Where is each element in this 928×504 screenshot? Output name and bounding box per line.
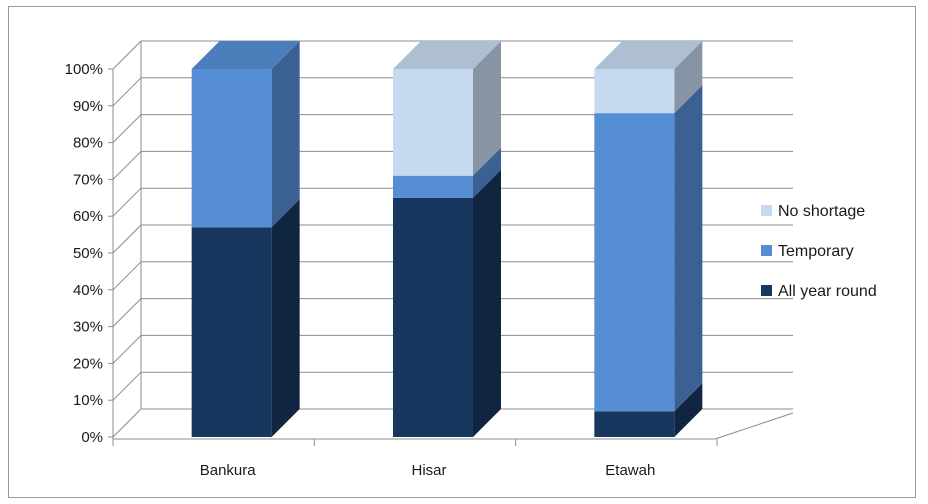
bar-side-face [271,199,300,437]
bar-side-face [473,147,501,198]
legend: No shortage Temporary All year round [761,203,877,300]
bar-segment-temporary [191,41,300,228]
y-tick-label: 10% [73,392,103,409]
bar-side-face [674,383,703,437]
legend-label: All year round [778,283,877,300]
bar-top-face [393,41,501,69]
category-label: Etawah [605,462,655,479]
y-tick-label: 50% [73,245,103,262]
bar-segment-no-shortage [594,41,703,114]
bar-front-face [393,175,473,198]
y-tick-label: 90% [73,98,103,115]
bar-side-face [271,41,300,228]
gridline-side [112,408,142,438]
legend-swatch [761,205,772,216]
bar-segment-all-year-round [191,199,300,437]
bar-front-face [191,227,272,437]
bar-front-face [594,411,675,437]
bar-segment-temporary [393,147,501,198]
category-label: Hisar [411,462,446,479]
bar-front-face [393,69,473,176]
gridline-side [112,151,142,180]
category-label: Bankura [200,462,257,479]
bar-top-face [191,41,300,69]
bar-front-face [393,197,473,437]
legend-label: No shortage [778,203,865,220]
gridline-side [112,335,142,364]
bar-side-face [674,85,703,412]
y-tick-label: 0% [81,429,103,446]
bar-segment-all-year-round [594,383,703,437]
gridline-side [112,187,142,217]
bar-side-face [473,41,501,176]
bar-layer [191,41,703,438]
bar-front-face [594,113,675,412]
legend-swatch [761,285,772,296]
y-tick-label: 70% [73,171,103,188]
legend-label: Temporary [778,243,854,260]
bar-segment-temporary [594,85,703,412]
gridline-side [112,261,142,291]
y-tick-label: 80% [73,135,103,152]
label-layer: 0% 10% 20% 30% 40% 50% 60% 70% 80% 90% 100% Bankura… [65,61,656,479]
gridline-side [112,40,142,70]
y-tick-label: 20% [73,355,103,372]
bar-side-face [473,169,501,438]
chart-frame: 0% 10% 20% 30% 40% 50% 60% 70% 80% 90% 100% Bankura… [8,6,916,498]
stacked-bar-chart: 0% 10% 20% 30% 40% 50% 60% 70% 80% 90% 100% Bankura… [65,40,877,479]
gridline-side [112,77,142,107]
gridline-side [112,224,142,254]
bar-segment-all-year-round [393,169,501,438]
floor-right-edge [714,412,794,440]
y-tick-label: 100% [65,61,103,78]
bar-side-face [674,41,703,114]
gridline-side [112,371,142,401]
gridline-side [112,298,142,327]
bar-top-face [594,41,703,69]
y-tick-label: 60% [73,208,103,225]
bar-segment-no-shortage [393,41,501,176]
y-tick-label: 30% [73,319,103,336]
gridline-side [112,114,142,143]
axis-layer [108,68,794,446]
bar-front-face [191,69,272,228]
y-tick-label: 40% [73,282,103,299]
bar-front-face [594,69,675,114]
legend-swatch [761,245,772,256]
